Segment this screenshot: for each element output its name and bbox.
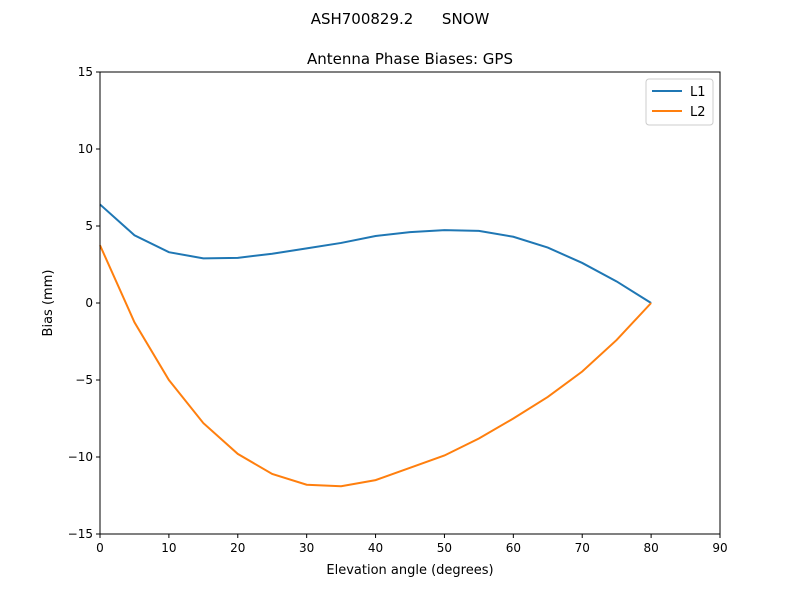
series-line-l2	[99, 244, 652, 488]
x-tick-label: 50	[437, 541, 452, 555]
series-line-l1	[99, 203, 652, 304]
legend-label-l2: L2	[690, 105, 706, 120]
y-tick-label: −10	[68, 450, 93, 464]
y-tick-label: 10	[78, 142, 93, 156]
y-tick-label: −15	[68, 527, 93, 541]
y-axis-label: Bias (mm)	[41, 270, 56, 337]
chart-title: Antenna Phase Biases: GPS	[307, 50, 513, 68]
plot-frame	[99, 71, 721, 535]
y-tick-label: 5	[85, 219, 93, 233]
legend: L1 L2	[645, 78, 714, 126]
x-tick-label: 10	[161, 541, 176, 555]
x-tick-label: 70	[575, 541, 590, 555]
legend-label-l1: L1	[690, 85, 706, 100]
y-tick-label: 15	[78, 65, 93, 79]
x-tick-label: 40	[368, 541, 383, 555]
y-tick-label: 0	[85, 296, 93, 310]
x-tick-label: 0	[96, 541, 104, 555]
x-tick-label: 90	[712, 541, 727, 555]
x-tick-label: 60	[506, 541, 521, 555]
x-axis-label: Elevation angle (degrees)	[326, 563, 493, 578]
x-tick-label: 80	[643, 541, 658, 555]
figure-suptitle: ASH700829.2 SNOW	[311, 10, 490, 28]
x-tick-label: 20	[230, 541, 245, 555]
x-tick-label: 30	[299, 541, 314, 555]
y-tick-label: −5	[75, 373, 93, 387]
